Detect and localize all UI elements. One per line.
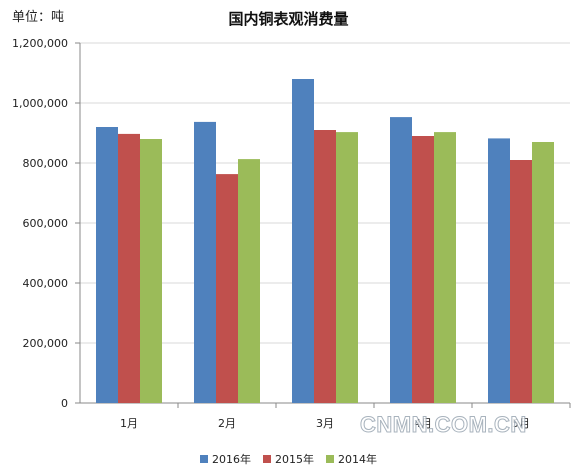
bar — [510, 160, 532, 403]
bar — [488, 138, 510, 403]
y-tick-label: 800,000 — [23, 157, 69, 170]
x-tick-label: 5月 — [512, 417, 530, 430]
legend-item: 2016年 — [200, 451, 251, 467]
legend-item: 2014年 — [326, 451, 377, 467]
x-tick-label: 4月 — [414, 417, 432, 430]
legend-swatch — [326, 455, 334, 463]
bar — [434, 132, 456, 403]
bar — [238, 159, 260, 403]
watermark: CNMN.COM.CN — [360, 412, 527, 438]
bar — [194, 121, 216, 404]
legend-label: 2015年 — [275, 453, 314, 466]
bar — [140, 139, 162, 403]
y-tick-label: 400,000 — [23, 277, 69, 290]
y-tick-label: 600,000 — [23, 217, 69, 230]
bar — [412, 136, 434, 403]
unit-label: 单位：吨 — [12, 10, 65, 25]
x-tick-label: 1月 — [120, 417, 138, 430]
bar — [96, 127, 118, 403]
bar — [336, 132, 358, 403]
bar — [314, 130, 336, 403]
legend-label: 2016年 — [212, 453, 251, 466]
legend-swatch — [263, 455, 271, 463]
y-tick-label: 1,000,000 — [12, 97, 68, 110]
bar — [532, 142, 554, 403]
chart-title: 国内铜表观消费量 — [228, 10, 349, 28]
bar — [118, 133, 140, 403]
bar — [216, 174, 238, 403]
y-tick-label: 200,000 — [23, 337, 69, 350]
legend-item: 2015年 — [263, 451, 314, 467]
legend-label: 2014年 — [338, 453, 377, 466]
legend-swatch — [200, 455, 208, 463]
bar — [292, 79, 314, 403]
y-tick-label: 0 — [61, 397, 68, 410]
x-tick-label: 2月 — [218, 417, 236, 430]
legend: 2016年 2015年 2014年 — [0, 451, 577, 467]
x-tick-label: 3月 — [316, 417, 334, 430]
bar — [390, 117, 412, 403]
y-tick-label: 1,200,000 — [12, 37, 68, 50]
